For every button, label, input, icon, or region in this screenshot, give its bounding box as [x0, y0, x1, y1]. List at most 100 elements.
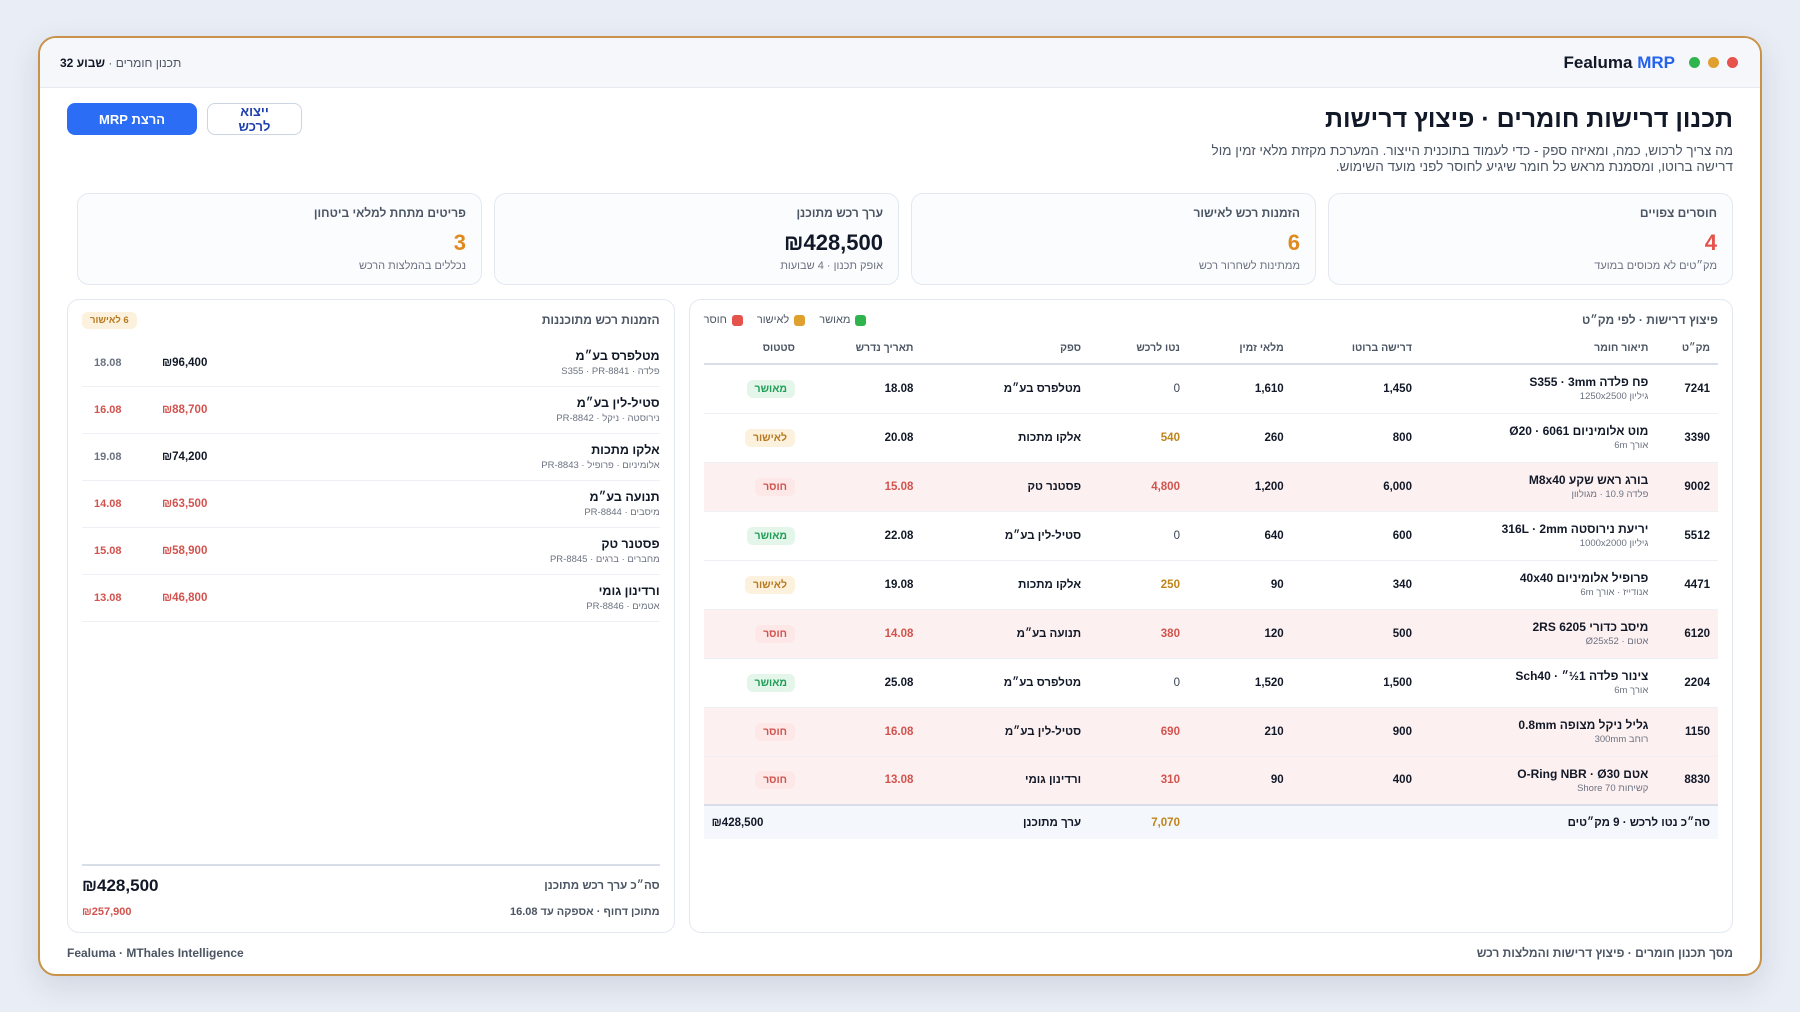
- order-details: מיסבים · PR-8844: [584, 507, 660, 518]
- gross-requirement-cell: 400: [1291, 756, 1420, 806]
- orders-urgent-label: מתוכן דחוף · אספקה עד 16.08: [509, 906, 660, 918]
- material-cell: פרופיל אלומיניום 40x40 אנודייז · אורך 6m: [1419, 560, 1657, 610]
- order-supplier: מטלפרס בע״מ: [575, 349, 660, 363]
- gross-requirement-cell: 1,500: [1291, 658, 1420, 708]
- footer-company: Fealuma · MThales Intelligence: [67, 946, 244, 960]
- table-row[interactable]: 2204 צינור פלדה 1½״ · Sch40 אורך 6m 1,500 1,…: [703, 658, 1718, 708]
- material-name: מיסב כדורי 6205 2RS: [1532, 620, 1649, 634]
- required-date-cell: 14.08: [802, 609, 922, 659]
- material-spec: אטום · Ø25x52: [1585, 636, 1649, 647]
- purchase-order-item[interactable]: מטלפרס בע״מ פלדה · S355 · PR-8841 ₪96,400 1…: [82, 340, 660, 387]
- order-details: פלדה · S355 · PR-8841: [561, 366, 660, 377]
- minimize-dot[interactable]: [1708, 57, 1719, 68]
- table-row[interactable]: 8830 אטם O-Ring NBR · Ø30 קשיחות Shore 70 4…: [703, 756, 1718, 806]
- order-info: תנועה בע״מ מיסבים · PR-8844: [300, 490, 660, 518]
- purchase-order-item[interactable]: אלקו מתכות אלומיניום · פרופיל · PR-8843 ₪7…: [82, 434, 660, 481]
- requirements-title: פיצוץ דרישות · לפי מק״ט: [1582, 313, 1718, 327]
- material-spec: פלדה 10.9 · מגולוון: [1571, 489, 1649, 500]
- column-header[interactable]: נטו לרכש: [1089, 336, 1188, 365]
- order-supplier: סטיל-לין בע״מ: [576, 396, 660, 410]
- material-cell: מיסב כדורי 6205 2RS אטום · Ø25x52: [1419, 609, 1657, 659]
- column-header[interactable]: תאריך נדרש: [802, 336, 922, 365]
- table-row[interactable]: 9002 בורג ראש שקע M8x40 פלדה 10.9 · מגולוו…: [703, 462, 1718, 512]
- kpi-label: פריטים מתחת למלאי ביטחון: [313, 206, 466, 220]
- gross-requirement-cell: 340: [1291, 560, 1420, 610]
- material-name: פח פלדה S355 · 3mm: [1529, 375, 1649, 390]
- order-supplier: ורדינון גומי: [598, 584, 660, 598]
- kpi-value: 6: [1287, 230, 1300, 255]
- window-controls: [1689, 57, 1738, 68]
- title-bar-brand-area: Fealuma MRP: [1563, 52, 1738, 73]
- supplier-cell: מטלפרס בע״מ: [921, 658, 1090, 708]
- net-to-purchase-cell: 380: [1089, 609, 1188, 659]
- purchase-order-item[interactable]: סטיל-לין בע״מ נירוסטה · ניקל · PR-8842 ₪88…: [82, 387, 660, 434]
- brand-accent: MRP: [1637, 52, 1675, 72]
- total-label: סה״כ נטו לרכש · 9 מק״טים: [1187, 804, 1718, 839]
- material-spec: אורך 6m: [1614, 440, 1649, 451]
- purchase-order-item[interactable]: תנועה בע״מ מיסבים · PR-8844 ₪63,500 14.08: [82, 481, 660, 528]
- table-row[interactable]: 7241 פח פלדה S355 · 3mm גיליון 1250x2500 1,…: [703, 364, 1718, 414]
- order-info: ורדינון גומי אטמים · PR-8846: [300, 584, 660, 612]
- required-date-cell: 22.08: [802, 511, 922, 561]
- material-spec: קשיחות Shore 70: [1577, 782, 1649, 794]
- net-to-purchase-cell: 4,800: [1089, 462, 1188, 512]
- status-badge: חוסר: [755, 624, 795, 643]
- required-date-cell: 20.08: [802, 413, 922, 463]
- column-header[interactable]: ספק: [921, 336, 1090, 365]
- window-footer: מסך תכנון חומרים · פיצוץ דרישות והמלצות …: [67, 946, 1733, 960]
- column-header[interactable]: דרישה ברוטו: [1291, 336, 1420, 365]
- table-row[interactable]: 4471 פרופיל אלומיניום 40x40 אנודייז · אורך…: [703, 560, 1718, 610]
- order-amount: ₪88,700: [162, 404, 208, 416]
- kpi-value: 4: [1704, 230, 1717, 255]
- maximize-dot[interactable]: [1689, 57, 1700, 68]
- status-badge: חוסר: [755, 771, 795, 790]
- status-cell: מאושר: [703, 658, 803, 708]
- order-date: 15.08: [94, 545, 122, 557]
- order-date: 19.08: [94, 451, 122, 463]
- table-row[interactable]: 1150 גליל ניקל מצופה 0.8mm רוחב 300mm 900 21…: [703, 707, 1718, 757]
- gross-requirement-cell: 600: [1291, 511, 1420, 561]
- brand-name: Fealuma: [1563, 52, 1633, 72]
- sku-cell: 6120: [1656, 609, 1718, 659]
- legend-item: מאושר: [819, 314, 867, 326]
- material-name: צינור פלדה 1½״ · Sch40: [1515, 669, 1649, 683]
- order-details: אטמים · PR-8846: [586, 601, 660, 612]
- order-figures: ₪46,800 13.08: [82, 592, 252, 604]
- legend-swatch-icon: [794, 314, 806, 326]
- close-dot[interactable]: [1727, 57, 1738, 68]
- export-to-purchasing-button[interactable]: ייצוא לרכש: [207, 103, 302, 135]
- material-cell: בורג ראש שקע M8x40 פלדה 10.9 · מגולוון: [1419, 462, 1657, 512]
- sku-cell: 4471: [1656, 560, 1718, 610]
- status-badge: לאישור: [744, 428, 795, 447]
- column-header[interactable]: סטטוס: [703, 336, 803, 365]
- purchase-order-item[interactable]: פסטנר טק מחברים · ברגים · PR-8845 ₪58,900 1…: [82, 528, 660, 575]
- column-header[interactable]: תיאור חומר: [1419, 336, 1657, 365]
- table-header-row: מק״ט תיאור חומר דרישה ברוטו מלאי זמין נטו לר…: [703, 336, 1718, 365]
- material-spec: גיליון 1250x2500: [1579, 391, 1649, 403]
- status-badge: מאושר: [746, 673, 795, 692]
- table-row[interactable]: 3390 מוט אלומיניום 6061 · Ø20 אורך 6m 800 26…: [703, 413, 1718, 463]
- sku-cell: 2204: [1656, 658, 1718, 708]
- column-header[interactable]: מק״ט: [1656, 336, 1718, 365]
- kpi-subtext: אופק תכנון · 4 שבועות: [780, 260, 883, 272]
- required-date-cell: 13.08: [802, 756, 922, 806]
- purchase-order-item[interactable]: ורדינון גומי אטמים · PR-8846 ₪46,800 13.08: [82, 575, 660, 622]
- table-row[interactable]: 6120 מיסב כדורי 6205 2RS אטום · Ø25x52 500 1…: [703, 609, 1718, 659]
- net-to-purchase-cell: 690: [1089, 707, 1188, 757]
- column-header[interactable]: מלאי זמין: [1187, 336, 1292, 365]
- table-row[interactable]: 5512 יריעת נירוסטה 316L · 2mm גיליון 1000x…: [703, 511, 1718, 561]
- kpi-label: הזמנות רכש לאישור: [1193, 206, 1300, 220]
- material-cell: פח פלדה S355 · 3mm גיליון 1250x2500: [1419, 364, 1657, 414]
- supplier-cell: מטלפרס בע״מ: [921, 364, 1090, 414]
- week-label: שבוע 32: [60, 55, 106, 70]
- status-cell: חוסר: [703, 756, 803, 806]
- gross-requirement-cell: 1,450: [1291, 364, 1420, 414]
- kpi-subtext: מק״טים לא מכוסים במועד: [1594, 260, 1717, 272]
- required-date-cell: 18.08: [802, 364, 922, 414]
- run-mrp-button[interactable]: הרצת MRP: [67, 103, 197, 135]
- orders-total-row: סה״כ ערך רכש מתוכנן ₪428,500: [82, 876, 660, 896]
- kpi-row: חוסרים צפויים 4 מק״טים לא מכוסים במועד הזמנ…: [67, 193, 1733, 285]
- available-stock-cell: 1,610: [1187, 364, 1292, 414]
- material-name: גליל ניקל מצופה 0.8mm: [1518, 718, 1649, 732]
- gross-requirement-cell: 6,000: [1291, 462, 1420, 512]
